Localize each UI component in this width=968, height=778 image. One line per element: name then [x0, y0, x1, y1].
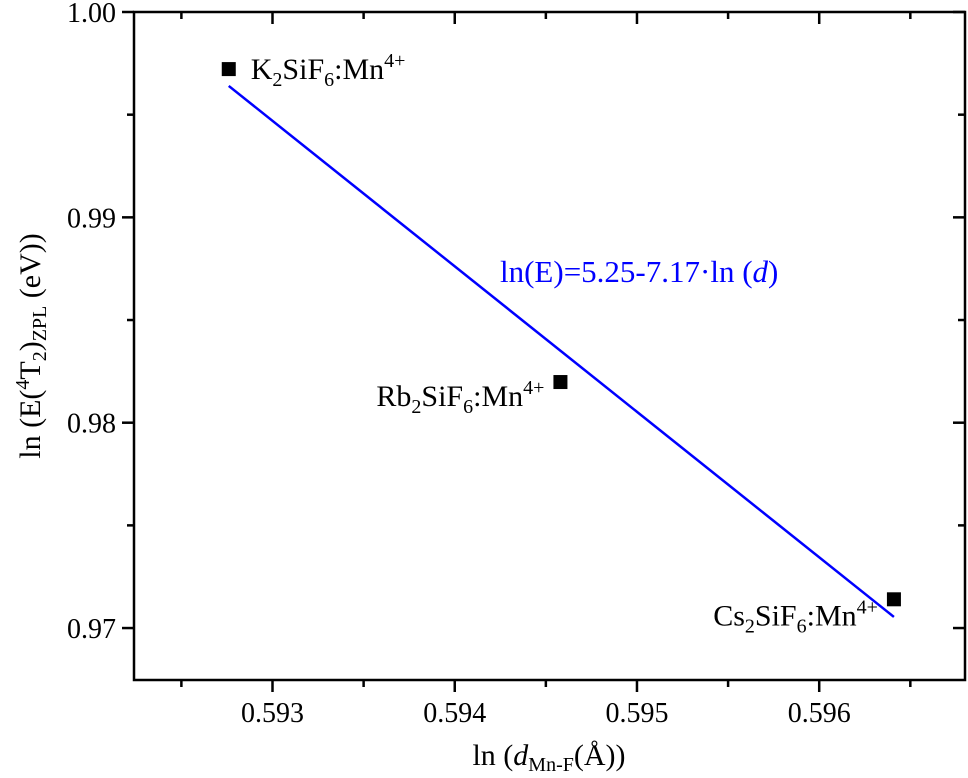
y-tick-label: 0.98 [67, 409, 116, 440]
y-tick-label: 0.99 [67, 203, 116, 234]
point-label: Cs2SiF6:Mn4+ [713, 596, 878, 637]
fit-equation: ln(E)=5.25-7.17·ln (d) [500, 254, 778, 289]
x-tick-label: 0.594 [423, 698, 486, 729]
point-label: Rb2SiF6:Mn4+ [376, 377, 544, 418]
y-tick-label: 1.00 [67, 0, 116, 29]
y-axis-label: ln (E(4T2)ZPL (eV)) [12, 233, 51, 458]
data-point [886, 592, 901, 607]
fit-line [227, 84, 895, 618]
x-tick-label: 0.595 [605, 698, 668, 729]
plot-frame [132, 10, 967, 682]
x-tick-label: 0.593 [241, 698, 304, 729]
x-axis-label: ln (dMn-F(Å)) [472, 739, 625, 776]
y-tick-label: 0.97 [67, 614, 116, 645]
point-label: K2SiF6:Mn4+ [251, 50, 406, 91]
x-tick-label: 0.596 [788, 698, 851, 729]
data-point [221, 62, 236, 77]
data-point [553, 375, 568, 390]
